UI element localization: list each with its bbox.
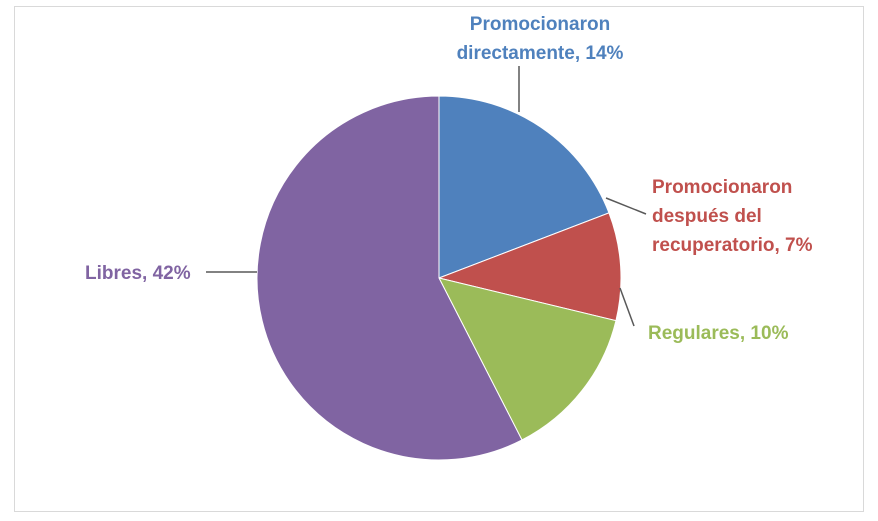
data-label-line: directamente, 14% xyxy=(457,43,624,64)
data-label-line: Libres, 42% xyxy=(85,263,191,284)
data-label-libres: Libres, 42% xyxy=(85,263,191,284)
data-label-promocionaron-despues-del-recuperatorio: Promocionaron después del recuperatorio, 7… xyxy=(652,177,813,256)
data-label-line: Regulares, 10% xyxy=(648,323,789,344)
pie-slice-promocionaron-directamente xyxy=(438,95,610,279)
pie-slice-promocionaron-despues-del-recuperatorio xyxy=(437,212,622,322)
data-label-line: recuperatorio, 7% xyxy=(652,235,813,256)
leader-lines xyxy=(206,66,647,327)
pie-slices xyxy=(256,95,622,461)
pie-slice-regulares xyxy=(438,277,617,441)
data-label-regulares: Regulares, 10% xyxy=(648,323,789,344)
data-label-promocionaron-directamente: Promocionaron directamente, 14% xyxy=(457,14,624,64)
data-label-line: Promocionaron xyxy=(470,14,610,35)
data-labels: Promocionaron directamente, 14%Promociona… xyxy=(85,14,813,344)
pie-slice-libres xyxy=(256,95,523,461)
data-label-line: después del xyxy=(652,206,762,227)
leader-line-regulares xyxy=(619,287,635,327)
data-label-line: Promocionaron xyxy=(652,177,792,198)
leader-line-promocionaron-despues-del-recuperatorio xyxy=(605,197,647,215)
